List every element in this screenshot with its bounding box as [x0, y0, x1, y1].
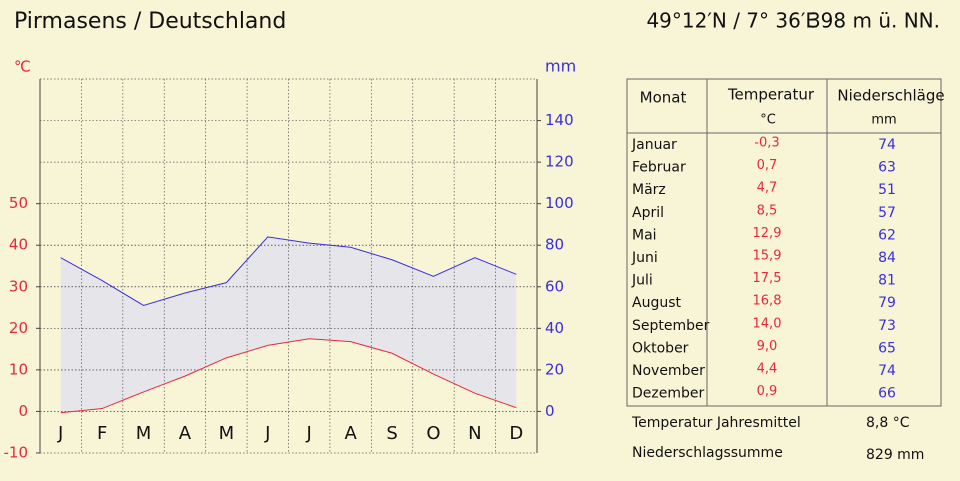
precipitation-value: 57: [878, 205, 896, 221]
y2-tick-label: 120: [545, 153, 574, 171]
month-name: November: [632, 363, 705, 379]
footer-value: 8,8 °C: [866, 415, 910, 431]
y2-tick-label: 0: [545, 402, 555, 420]
temperature-value: -0,3: [754, 136, 779, 151]
y2-tick-label: 140: [545, 111, 574, 129]
y2-tick-label: 100: [545, 194, 574, 212]
y-tick-label: 50: [9, 194, 28, 212]
temperature-value: 17,5: [753, 271, 782, 286]
precipitation-value: 74: [878, 137, 896, 153]
month-name: Mai: [632, 227, 657, 243]
table-unit: mm: [871, 113, 896, 128]
month-name: August: [632, 295, 682, 311]
x-tick-label: D: [509, 423, 523, 444]
temperature-value: 8,5: [757, 203, 778, 218]
temperature-value: 16,8: [753, 294, 782, 309]
x-tick-label: S: [386, 423, 397, 444]
precipitation-value: 51: [878, 182, 896, 198]
temperature-value: 0,7: [757, 158, 778, 173]
temperature-value: 14,0: [753, 316, 782, 331]
climate-table: Monat Temperatur °C Niederschläge mm Tem…: [626, 78, 945, 463]
footer-value: 829 mm: [866, 447, 924, 463]
temperature-value: 0,9: [757, 384, 778, 399]
y-axis-unit: ℃: [14, 58, 31, 76]
month-name: September: [632, 318, 710, 334]
y-tick-label: 0: [18, 402, 28, 420]
x-tick-label: J: [306, 423, 312, 444]
x-tick-label: M: [136, 423, 152, 444]
table-header: Monat: [640, 89, 687, 107]
month-name: Januar: [631, 137, 677, 153]
x-tick-label: N: [468, 423, 481, 444]
precipitation-value: 73: [878, 318, 896, 334]
y-tick-label: 10: [9, 360, 28, 378]
month-name: Oktober: [632, 340, 689, 356]
precipitation-value: 81: [878, 273, 896, 289]
series-line: [60, 236, 517, 307]
x-tick-label: A: [344, 423, 357, 444]
temperature-value: 4,7: [757, 181, 778, 196]
x-tick-label: O: [426, 423, 440, 444]
footer-label: Niederschlagssumme: [632, 445, 783, 461]
month-name: Juli: [631, 273, 653, 289]
x-tick-label: M: [219, 423, 235, 444]
precipitation-value: 79: [878, 295, 896, 311]
x-tick-label: J: [57, 423, 63, 444]
y2-tick-label: 60: [545, 277, 564, 295]
y-tick-label: 30: [9, 277, 28, 295]
x-tick-label: J: [264, 423, 270, 444]
y-tick-label: 20: [9, 319, 28, 337]
month-name: Juni: [631, 250, 658, 266]
elevation: 398 m ü. NN.: [808, 9, 940, 33]
temperature-value: 12,9: [753, 226, 782, 241]
x-tick-label: A: [179, 423, 192, 444]
title: Pirmasens / Deutschland: [14, 9, 286, 34]
precipitation-value: 84: [878, 250, 896, 266]
month-name: Februar: [632, 160, 686, 176]
precipitation-value: 62: [878, 227, 896, 243]
y-tick-label: 40: [9, 236, 28, 254]
y2-tick-label: 40: [545, 319, 564, 337]
y-tick-label: -10: [4, 444, 29, 462]
table-unit: °C: [760, 113, 776, 128]
y2-axis-unit: mm: [545, 57, 576, 76]
y2-tick-label: 20: [545, 360, 564, 378]
month-name: März: [632, 182, 666, 198]
precipitation-value: 63: [878, 160, 896, 176]
table-header: Niederschläge: [837, 87, 944, 105]
coordinates: 49°12′N / 7° 36′E: [646, 9, 818, 33]
y2-tick-label: 80: [545, 236, 564, 254]
footer-label: Temperatur Jahresmittel: [631, 415, 801, 431]
month-name: Dezember: [632, 386, 704, 402]
temperature-value: 9,0: [757, 339, 778, 354]
series-line: [60, 338, 517, 414]
precipitation-value: 65: [878, 340, 896, 356]
precipitation-value: 74: [878, 363, 896, 379]
table-header: Temperatur: [727, 86, 815, 104]
temperature-value: 15,9: [753, 249, 782, 264]
temperature-value: 4,4: [757, 362, 778, 377]
month-name: April: [632, 205, 664, 221]
precipitation-value: 66: [878, 386, 896, 402]
x-tick-label: F: [97, 423, 107, 444]
table-border: [626, 78, 942, 407]
